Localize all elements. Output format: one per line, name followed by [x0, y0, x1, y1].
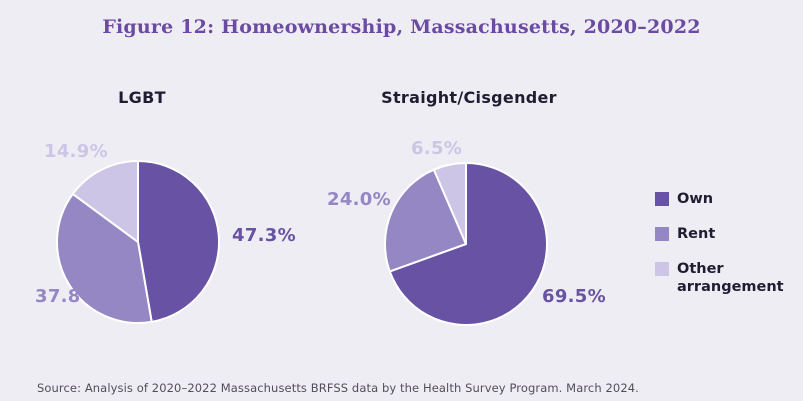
legend-label-own: Own: [677, 191, 714, 207]
pie-slice-own: [388, 162, 548, 326]
pie-slice-other-arrangement: [432, 162, 467, 245]
legend-item-rent: Rent: [655, 225, 795, 243]
rent-swatch-icon: [655, 227, 669, 241]
data-label-lgbt-rent: 37.8%: [35, 286, 99, 307]
source-note: Source: Analysis of 2020–2022 Massachuse…: [37, 381, 639, 395]
legend: Own Rent Other arrangement: [655, 190, 795, 313]
legend-label-rent: Rent: [677, 226, 716, 242]
pie-slice-rent: [384, 168, 467, 273]
legend-item-other: Other arrangement: [655, 260, 795, 296]
legend-item-own: Own: [655, 190, 795, 208]
pie-heading-lgbt: LGBT: [118, 88, 166, 107]
pie-heading-straight-cisgender: Straight/Cisgender: [381, 88, 557, 107]
data-label-straight-own: 69.5%: [542, 286, 606, 307]
pie-slice-rent: [55, 192, 153, 324]
pie-chart-straight-cisgender: [384, 162, 548, 326]
pie-chart-lgbt: [55, 160, 220, 324]
data-label-straight-rent: 24.0%: [327, 189, 391, 210]
own-swatch-icon: [655, 192, 669, 206]
pie-slice-own: [137, 160, 220, 323]
figure-title: Figure 12: Homeownership, Massachusetts,…: [102, 16, 701, 38]
other-swatch-icon: [655, 262, 669, 276]
data-label-straight-other: 6.5%: [411, 138, 463, 159]
data-label-lgbt-own: 47.3%: [232, 225, 296, 246]
legend-label-other: Other arrangement: [677, 261, 784, 295]
data-label-lgbt-other: 14.9%: [44, 141, 108, 162]
pie-slice-other-arrangement: [71, 160, 139, 243]
